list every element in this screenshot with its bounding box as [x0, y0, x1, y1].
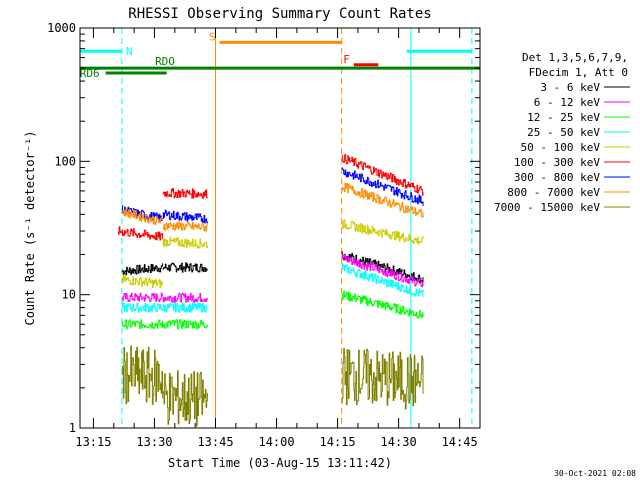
- annotation-label: S: [209, 30, 216, 43]
- x-tick-label: 13:45: [197, 435, 233, 449]
- annotation-label: N: [126, 45, 133, 58]
- legend-entry-label: 300 - 800 keV: [514, 171, 600, 184]
- series-segment-line: [341, 182, 424, 218]
- series-segment-line: [162, 209, 208, 224]
- x-tick-label: 14:15: [320, 435, 356, 449]
- chart-title: RHESSI Observing Summary Count Rates: [128, 6, 431, 22]
- legend-entry-label: 800 - 7000 keV: [507, 186, 600, 199]
- y-axis: 1 10 100 1000: [47, 21, 480, 435]
- series-segment-line: [341, 254, 424, 288]
- series-segment-line: [162, 237, 208, 249]
- y-tick-label: 10: [62, 288, 76, 302]
- series-50-100-kev: [121, 219, 424, 289]
- x-tick-label: 13:15: [75, 435, 111, 449]
- series-segment-line: [341, 348, 424, 410]
- series-segment-line: [162, 302, 208, 313]
- x-tick-label: 14:30: [381, 435, 417, 449]
- series-7000-15000-kev: [121, 345, 424, 427]
- series-800-7000-kev: [121, 182, 424, 232]
- series-segment-line: [121, 208, 163, 226]
- legend-entry-label: 100 - 300 keV: [514, 156, 600, 169]
- series-segment-line: [162, 370, 208, 427]
- legend: Det 1,3,5,6,7,9, FDecim 1, Att 0 3 - 6 k…: [494, 51, 630, 214]
- plot-area: N S F RDO RD6: [79, 28, 480, 428]
- legend-header-line-1: Det 1,3,5,6,7,9,: [522, 51, 628, 64]
- series-segment-line: [162, 319, 208, 330]
- legend-entry-label: 25 - 50 keV: [527, 126, 600, 139]
- legend-entry-label: 7000 - 15000 keV: [494, 201, 600, 214]
- x-tick-label: 14:45: [442, 435, 478, 449]
- series-segment-line: [341, 167, 424, 207]
- y-tick-label: 1: [69, 421, 76, 435]
- timestamp: 30-Oct-2021 02:08: [554, 469, 636, 478]
- series-segment-line: [162, 188, 208, 199]
- series-segment-line: [121, 274, 164, 289]
- series-segment-line: [341, 153, 424, 196]
- legend-entry-label: 6 - 12 keV: [534, 96, 601, 109]
- x-axis: 13:15 13:30 13:45 14:00 14:15 14:30 14:45: [75, 28, 481, 449]
- series-segment-line: [341, 219, 424, 245]
- legend-entry-label: 3 - 6 keV: [540, 81, 600, 94]
- legend-entry-label: 50 - 100 keV: [521, 141, 601, 154]
- series-segment-line: [121, 263, 164, 276]
- y-tick-label: 1000: [47, 21, 76, 35]
- annotation-label: F: [343, 53, 350, 66]
- x-axis-label: Start Time (03-Aug-15 13:11:42): [168, 456, 392, 470]
- x-tick-label: 14:00: [258, 435, 294, 449]
- series-12-25-kev: [121, 290, 424, 330]
- y-axis-label: Count Rate (s⁻¹ detector⁻¹): [23, 130, 37, 325]
- x-tick-label: 13:30: [136, 435, 172, 449]
- series-segment-line: [341, 290, 424, 319]
- legend-header-line-2: FDecim 1, Att 0: [529, 66, 628, 79]
- series-6-12-kev: [121, 254, 424, 303]
- series-segment-line: [121, 292, 164, 303]
- series-segment-line: [121, 319, 164, 330]
- series-25-50-kev: [121, 263, 424, 313]
- series-segment-line: [121, 345, 164, 405]
- series-segment-line: [162, 292, 208, 303]
- series-segment-line: [162, 262, 208, 273]
- legend-entry-label: 12 - 25 keV: [527, 111, 600, 124]
- series-segment-line: [117, 226, 164, 241]
- series-100-300-kev: [117, 153, 424, 241]
- series-segment-line: [121, 302, 164, 313]
- plot-frame: [79, 27, 481, 429]
- annotation-label: RDO: [155, 55, 175, 68]
- series-segment-line: [341, 263, 424, 297]
- y-tick-label: 100: [54, 154, 76, 168]
- series-segment-line: [162, 221, 208, 232]
- annotation-label: RD6: [80, 67, 100, 80]
